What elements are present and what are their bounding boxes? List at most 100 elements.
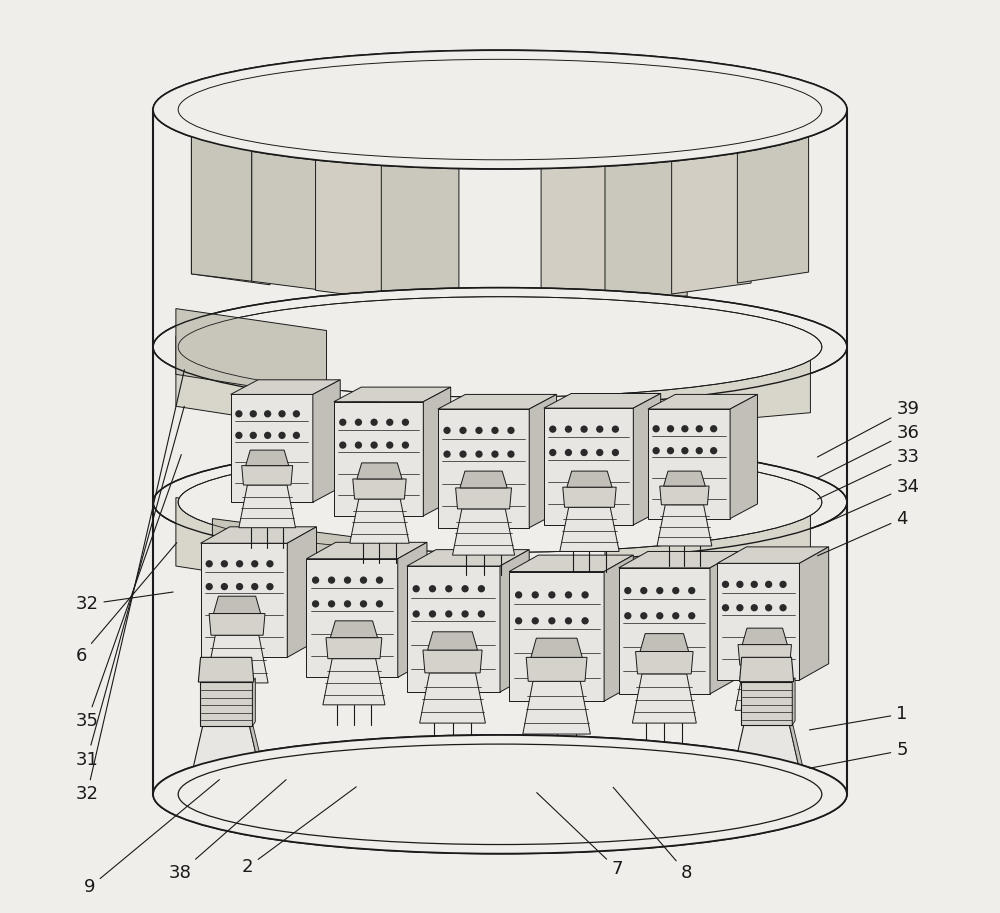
- Circle shape: [206, 583, 213, 590]
- Text: 6: 6: [75, 542, 177, 665]
- Circle shape: [581, 617, 589, 624]
- Circle shape: [549, 425, 556, 433]
- Circle shape: [251, 583, 258, 590]
- Circle shape: [278, 432, 286, 439]
- Circle shape: [722, 604, 729, 612]
- Polygon shape: [398, 542, 427, 677]
- Polygon shape: [605, 111, 687, 305]
- Text: 38: 38: [169, 780, 286, 882]
- Circle shape: [652, 425, 660, 433]
- Circle shape: [370, 418, 378, 425]
- Polygon shape: [176, 309, 327, 398]
- Circle shape: [672, 612, 679, 619]
- Polygon shape: [201, 527, 316, 543]
- Circle shape: [429, 610, 436, 617]
- Polygon shape: [190, 726, 263, 783]
- Ellipse shape: [153, 50, 847, 169]
- Circle shape: [667, 425, 674, 433]
- Polygon shape: [213, 596, 261, 614]
- Circle shape: [580, 449, 588, 456]
- Circle shape: [532, 617, 539, 624]
- Circle shape: [507, 426, 515, 434]
- Circle shape: [681, 425, 689, 433]
- Polygon shape: [619, 568, 710, 694]
- Circle shape: [312, 576, 319, 583]
- Circle shape: [293, 432, 300, 439]
- Polygon shape: [206, 635, 268, 683]
- Polygon shape: [191, 111, 270, 285]
- Circle shape: [507, 450, 515, 457]
- Ellipse shape: [178, 297, 822, 397]
- Circle shape: [360, 600, 367, 607]
- Polygon shape: [560, 508, 619, 551]
- Polygon shape: [717, 547, 829, 563]
- Polygon shape: [531, 638, 582, 657]
- Circle shape: [413, 610, 420, 617]
- Circle shape: [429, 585, 436, 593]
- Circle shape: [370, 442, 378, 449]
- Polygon shape: [453, 509, 515, 555]
- Circle shape: [376, 576, 383, 583]
- Polygon shape: [633, 394, 661, 525]
- Polygon shape: [605, 340, 810, 431]
- Text: 4: 4: [818, 509, 908, 556]
- Polygon shape: [741, 682, 792, 725]
- Polygon shape: [239, 485, 295, 528]
- Polygon shape: [636, 652, 693, 674]
- Circle shape: [344, 600, 351, 607]
- Polygon shape: [201, 543, 287, 657]
- Polygon shape: [438, 394, 557, 409]
- Circle shape: [596, 425, 603, 433]
- Ellipse shape: [153, 735, 847, 854]
- Polygon shape: [231, 394, 313, 502]
- Polygon shape: [605, 504, 810, 595]
- Circle shape: [515, 592, 522, 599]
- Polygon shape: [246, 450, 289, 466]
- Polygon shape: [334, 402, 423, 516]
- Polygon shape: [191, 111, 252, 281]
- Polygon shape: [326, 637, 382, 658]
- Polygon shape: [200, 682, 252, 726]
- Circle shape: [402, 418, 409, 425]
- Polygon shape: [306, 559, 398, 677]
- Circle shape: [236, 583, 243, 590]
- Polygon shape: [544, 394, 661, 408]
- Text: 9: 9: [84, 780, 219, 897]
- Circle shape: [688, 612, 695, 619]
- Polygon shape: [242, 466, 293, 485]
- Circle shape: [402, 442, 409, 449]
- Polygon shape: [407, 550, 529, 566]
- Circle shape: [548, 617, 556, 624]
- Text: 34: 34: [818, 477, 919, 527]
- Circle shape: [640, 612, 647, 619]
- Circle shape: [581, 592, 589, 599]
- Circle shape: [459, 426, 467, 434]
- Polygon shape: [420, 673, 485, 723]
- Circle shape: [355, 418, 362, 425]
- Circle shape: [328, 600, 335, 607]
- Circle shape: [565, 425, 572, 433]
- Polygon shape: [738, 645, 791, 665]
- Polygon shape: [789, 722, 805, 782]
- Polygon shape: [544, 408, 633, 525]
- Polygon shape: [330, 621, 378, 637]
- Circle shape: [779, 581, 787, 588]
- Circle shape: [688, 587, 695, 594]
- Circle shape: [722, 581, 729, 588]
- Polygon shape: [350, 499, 409, 543]
- Polygon shape: [231, 380, 340, 394]
- Ellipse shape: [153, 443, 847, 561]
- Ellipse shape: [153, 735, 847, 854]
- Polygon shape: [176, 336, 336, 431]
- Circle shape: [612, 425, 619, 433]
- Circle shape: [710, 425, 717, 433]
- Polygon shape: [334, 387, 451, 402]
- Circle shape: [624, 612, 631, 619]
- Circle shape: [640, 587, 647, 594]
- Text: 2: 2: [242, 787, 356, 876]
- Circle shape: [580, 425, 588, 433]
- Circle shape: [765, 581, 772, 588]
- Polygon shape: [500, 550, 529, 692]
- Polygon shape: [423, 387, 451, 516]
- Polygon shape: [353, 479, 406, 499]
